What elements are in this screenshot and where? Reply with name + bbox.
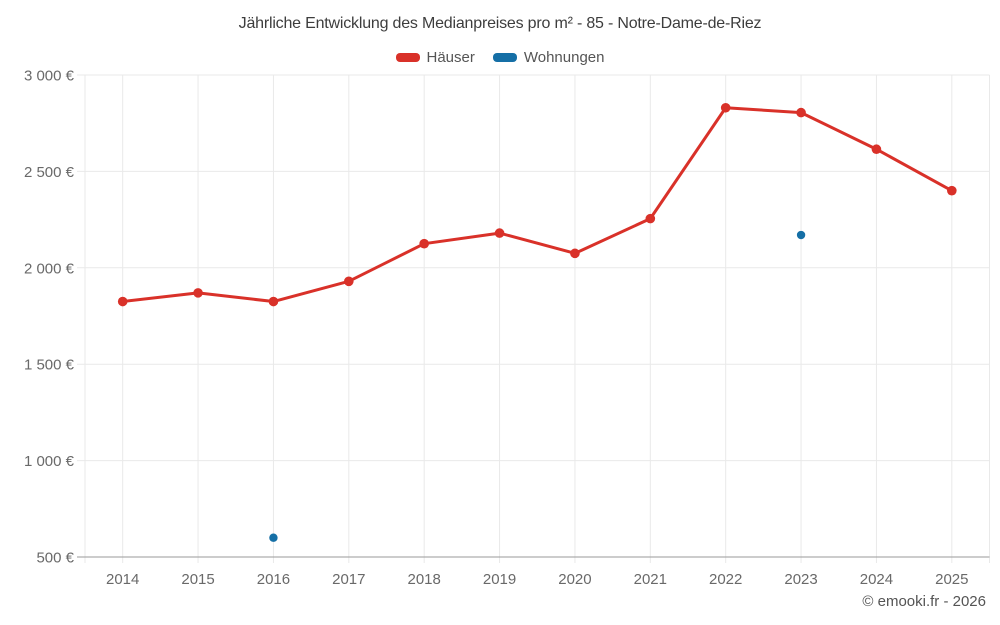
häuser-line xyxy=(121,106,954,304)
y-tick-label: 500 € xyxy=(36,550,74,567)
data-point-häuser-2020[interactable] xyxy=(570,248,580,259)
data-point-häuser-2025[interactable] xyxy=(947,185,957,196)
copyright-text: © emooki.fr - 2026 xyxy=(862,593,986,610)
x-tick-label: 2017 xyxy=(332,571,365,588)
x-tick-label: 2024 xyxy=(860,571,893,588)
y-tick-label: 2 500 € xyxy=(24,164,75,181)
x-tick-label: 2016 xyxy=(257,571,290,588)
legend-swatch-häuser xyxy=(395,52,420,62)
legend-item-häuser[interactable]: Häuser xyxy=(395,48,475,66)
data-point-wohnungen-2016[interactable] xyxy=(269,533,278,542)
data-point-häuser-2014[interactable] xyxy=(117,296,128,307)
data-point-häuser-2022[interactable] xyxy=(720,102,731,113)
data-point-häuser-2016[interactable] xyxy=(268,296,279,307)
legend-label: Häuser xyxy=(426,48,475,66)
x-tick-label: 2023 xyxy=(784,571,817,588)
data-point-häuser-2015[interactable] xyxy=(193,288,203,298)
y-tick-label: 1 000 € xyxy=(24,453,75,470)
chart-title: Jährliche Entwicklung des Medianpreises … xyxy=(238,15,762,32)
data-point-häuser-2021[interactable] xyxy=(645,213,656,224)
x-tick-label: 2021 xyxy=(634,571,667,588)
x-tick-label: 2022 xyxy=(709,571,742,588)
data-point-häuser-2019[interactable] xyxy=(494,228,505,238)
x-tick-label: 2020 xyxy=(558,571,591,588)
data-point-häuser-2024[interactable] xyxy=(871,144,882,155)
chart-legend: Häuser Wohnungen xyxy=(0,47,1000,67)
y-tick-label: 1 500 € xyxy=(24,357,75,374)
data-point-häuser-2018[interactable] xyxy=(419,238,429,249)
x-tick-label: 2018 xyxy=(408,571,441,588)
data-point-wohnungen-2023[interactable] xyxy=(796,230,806,240)
y-tick-label: 3 000 € xyxy=(24,68,75,85)
data-point-häuser-2023[interactable] xyxy=(796,107,806,118)
x-tick-label: 2014 xyxy=(106,571,139,588)
y-tick-label: 2 000 € xyxy=(24,260,75,277)
data-point-häuser-2017[interactable] xyxy=(344,276,354,287)
x-tick-label: 2019 xyxy=(483,571,516,588)
legend-swatch-wohnungen xyxy=(492,52,517,62)
legend-label: Wohnungen xyxy=(523,48,605,66)
x-tick-label: 2015 xyxy=(181,571,214,588)
legend-item-wohnungen[interactable]: Wohnungen xyxy=(492,48,605,66)
x-tick-label: 2025 xyxy=(935,571,968,588)
